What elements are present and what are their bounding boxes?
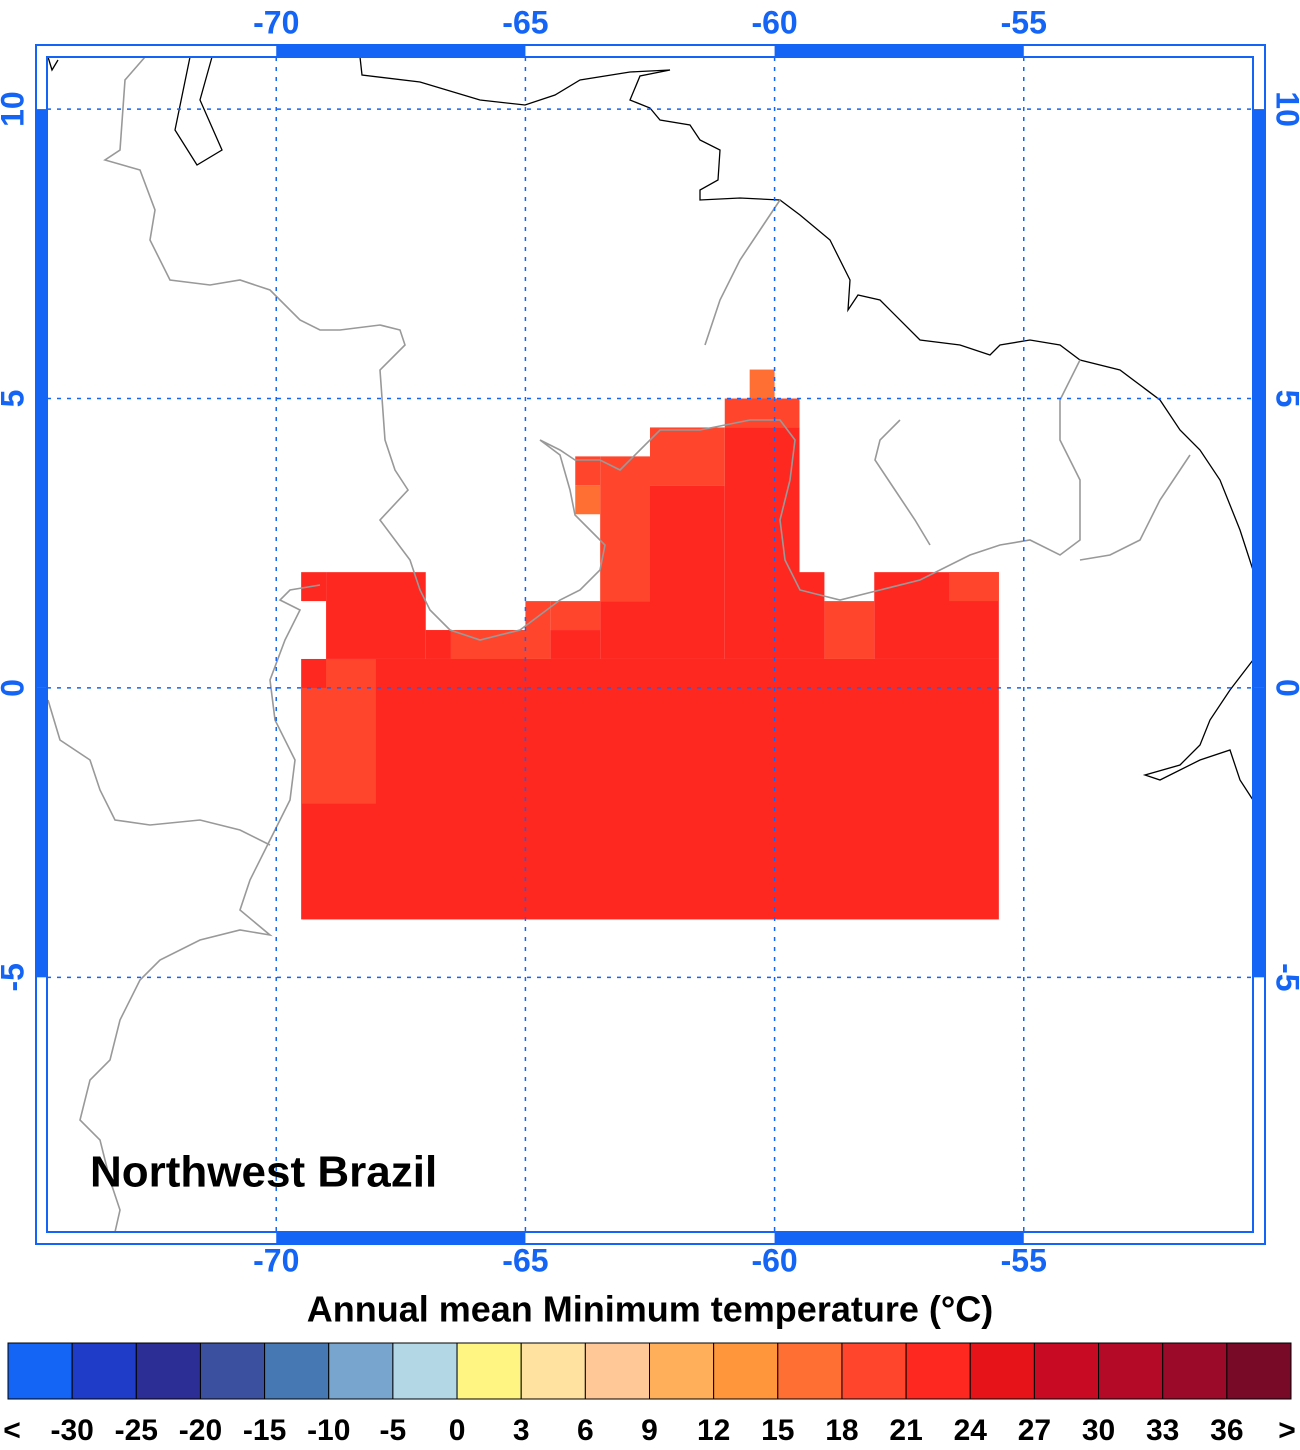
grid-cell — [575, 456, 601, 486]
frame-bar — [36, 687, 47, 978]
map-title: Northwest Brazil — [90, 1148, 437, 1197]
colorbar-label: < — [3, 1414, 21, 1447]
frame-bar — [1253, 687, 1265, 978]
grid-cell — [949, 572, 999, 602]
colorbar-box — [7, 1342, 73, 1400]
colorbar-box — [584, 1342, 650, 1400]
border — [103, 56, 1081, 641]
y-tick-label: -5 — [0, 963, 30, 991]
colorbar-label: 36 — [1210, 1414, 1243, 1447]
colorbar-label: -5 — [380, 1414, 407, 1447]
colorbar-box — [264, 1342, 330, 1400]
colorbar-box — [456, 1342, 522, 1400]
colorbar-label: 15 — [761, 1414, 794, 1447]
coastline — [47, 56, 59, 72]
colorbar-label: 6 — [577, 1414, 594, 1447]
colorbar-label: 12 — [697, 1414, 730, 1447]
colorbar-box — [1033, 1342, 1100, 1400]
colorbar-box — [71, 1342, 137, 1400]
colorbar-label: -20 — [179, 1414, 222, 1447]
colorbar-box — [713, 1342, 779, 1400]
y-tick-label: -5 — [1270, 963, 1300, 991]
colorbar-label: 33 — [1146, 1414, 1179, 1447]
border — [704, 199, 1191, 561]
colorbar-label: -15 — [243, 1414, 286, 1447]
border — [47, 584, 321, 1233]
y-tick-label: 0 — [0, 679, 30, 697]
grid-cell — [301, 687, 376, 804]
colorbar-label: 3 — [513, 1414, 530, 1447]
coastline — [174, 56, 223, 166]
x-tick-label: -65 — [502, 1242, 548, 1278]
colorbar-label: 30 — [1082, 1414, 1115, 1447]
colorbar-box — [328, 1342, 394, 1400]
colorbar-box — [1098, 1342, 1164, 1400]
grid-cell — [575, 485, 601, 515]
x-tick-label: -60 — [751, 1242, 797, 1278]
grid-cell — [650, 485, 725, 659]
grid-cell — [550, 601, 601, 631]
coastline — [359, 56, 1254, 571]
grid-cell — [724, 427, 800, 659]
colorbar-label: 24 — [954, 1414, 988, 1447]
frame-bar — [36, 398, 47, 688]
colorbar-box — [777, 1342, 843, 1400]
grid-cell — [600, 601, 650, 659]
colorbar-label: 0 — [449, 1414, 466, 1447]
colorbar-box — [199, 1342, 266, 1400]
grid-cell — [650, 427, 725, 486]
x-tick-label: -60 — [751, 4, 797, 40]
colorbar-box — [1162, 1342, 1228, 1400]
colorbar-label: -10 — [307, 1414, 350, 1447]
x-tick-label: -55 — [1001, 1242, 1047, 1278]
grid-cell — [326, 572, 426, 659]
colorbar-label: 18 — [825, 1414, 858, 1447]
y-tick-label: 0 — [1270, 679, 1300, 697]
y-tick-label: 5 — [1270, 390, 1300, 408]
x-tick-label: -70 — [253, 4, 299, 40]
colorbar-title: Annual mean Minimum temperature (°C) — [307, 1289, 993, 1330]
x-tick-label: -65 — [502, 4, 548, 40]
grid — [47, 57, 1253, 1232]
colorbar-box — [392, 1342, 458, 1400]
x-tick-label: -70 — [253, 1242, 299, 1278]
colorbar-label: 27 — [1018, 1414, 1051, 1447]
frame-bar — [276, 45, 526, 57]
colorbar-label: -25 — [115, 1414, 158, 1447]
frame-bar — [276, 1232, 526, 1244]
grid-cell — [799, 572, 825, 659]
colorbar-box — [905, 1342, 971, 1400]
colorbar-label: > — [1278, 1414, 1296, 1447]
coastline — [1142, 659, 1254, 801]
grid-cell — [301, 658, 999, 920]
grid-cell — [550, 630, 601, 659]
frame-bar — [774, 1232, 1024, 1244]
x-tick-label: -55 — [1001, 4, 1047, 40]
cells — [301, 369, 999, 920]
colorbar-label: 21 — [889, 1414, 922, 1447]
grid-cell — [824, 601, 875, 659]
colorbar-box — [1226, 1342, 1292, 1400]
colorbar-label: 9 — [641, 1414, 658, 1447]
frame-bar — [774, 45, 1024, 57]
colorbar-box — [969, 1342, 1035, 1400]
grid-cell — [600, 456, 650, 602]
grid-cell — [326, 658, 376, 688]
frame-bar — [36, 109, 47, 399]
colorbar-box — [135, 1342, 201, 1400]
y-tick-label: 10 — [1270, 91, 1300, 127]
borders — [47, 56, 1191, 1233]
colorbar-label: -30 — [50, 1414, 93, 1447]
y-tick-label: 10 — [0, 91, 30, 127]
frame-bar — [1253, 398, 1265, 688]
colorbar-box — [841, 1342, 907, 1400]
frame-bar — [1253, 109, 1265, 399]
colorbar-box — [520, 1342, 586, 1400]
y-tick-label: 5 — [0, 390, 30, 408]
colorbar-box — [649, 1342, 715, 1400]
grid-cell — [749, 369, 775, 399]
